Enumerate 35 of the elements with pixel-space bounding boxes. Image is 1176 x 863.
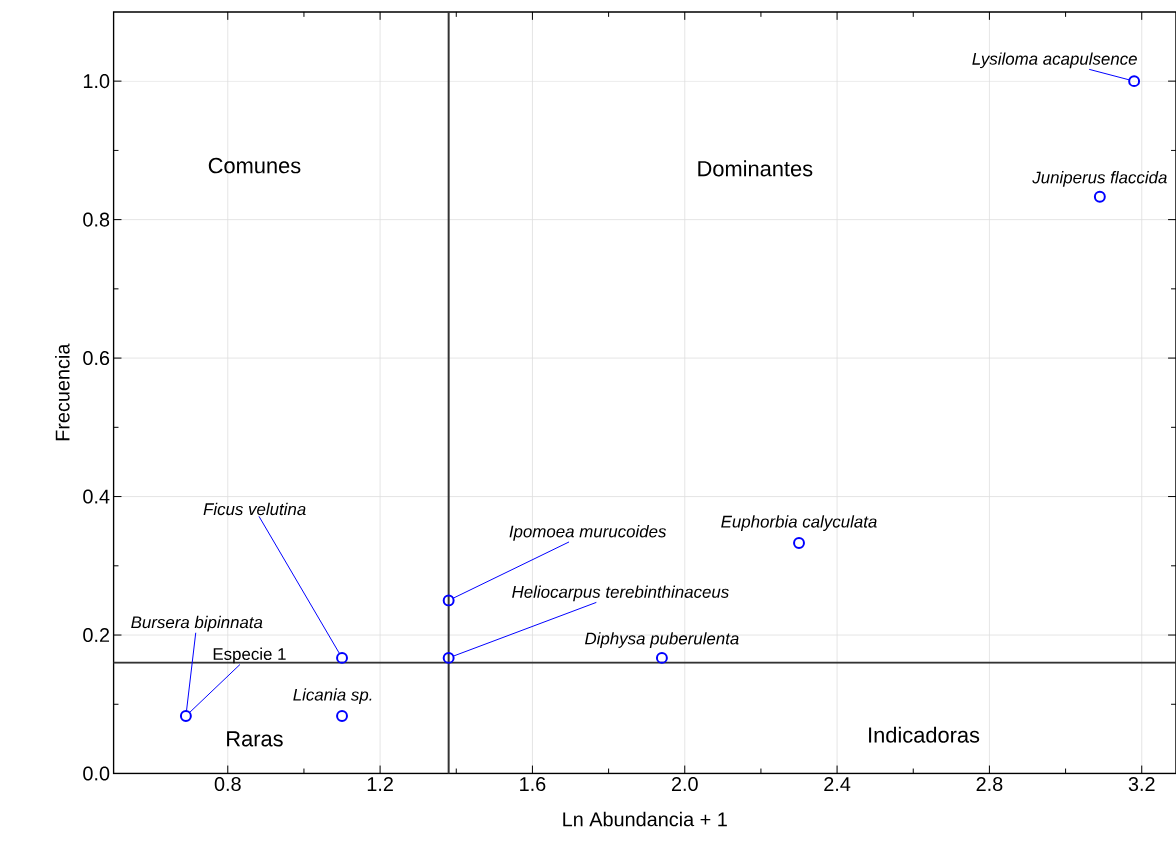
point (793, 537, 805, 549)
y-tick-label: 0.0 (83, 766, 110, 781)
x-tick-label: 2.0 (671, 777, 698, 792)
y-axis-title: Frecuencia (55, 343, 70, 441)
annotation: Ficus velutina (203, 502, 306, 516)
annotation: Lysiloma acapulsence (972, 52, 1137, 69)
annotation: Ipomoea murucoides (509, 525, 667, 541)
x-tick-label: 2.8 (976, 777, 1003, 792)
annotation: Licania sp. (293, 688, 372, 705)
annotation: Diphysa puberulenta (585, 632, 739, 648)
y-tick-label: 0.8 (83, 212, 110, 227)
annotation: Raras (227, 731, 283, 747)
x-tick-label: 1.6 (520, 777, 546, 792)
x-tick-label: 0.8 (214, 777, 241, 792)
annotation: Juniperus flaccida (1032, 171, 1167, 187)
y-tick-label: 0.2 (83, 628, 110, 643)
point (1128, 75, 1141, 88)
annotation: Comunes (208, 157, 301, 174)
x-tick-label: 1.2 (367, 777, 393, 791)
y-tick-label: 0.6 (83, 351, 110, 366)
annotation: Dominantes (698, 160, 813, 177)
point (1093, 190, 1106, 203)
point (336, 651, 348, 664)
annotation: Indicadoras (869, 726, 980, 743)
annotation: Especie 1 (213, 647, 286, 664)
x-tick-label: 3.2 (1128, 777, 1155, 792)
point (336, 710, 348, 723)
x-axis-title: Ln Abundancia + 1 (563, 811, 727, 827)
annotation: Heliocarpus terebinthinaceus (512, 585, 729, 602)
y-tick-label: 1.0 (83, 74, 110, 89)
point (655, 651, 668, 664)
x-tick-label: 2.4 (824, 777, 851, 791)
y-tick-label: 0.4 (83, 489, 110, 504)
annotation: Euphorbia calyculata (721, 515, 877, 532)
annotation: Bursera bipinnata (131, 615, 263, 632)
